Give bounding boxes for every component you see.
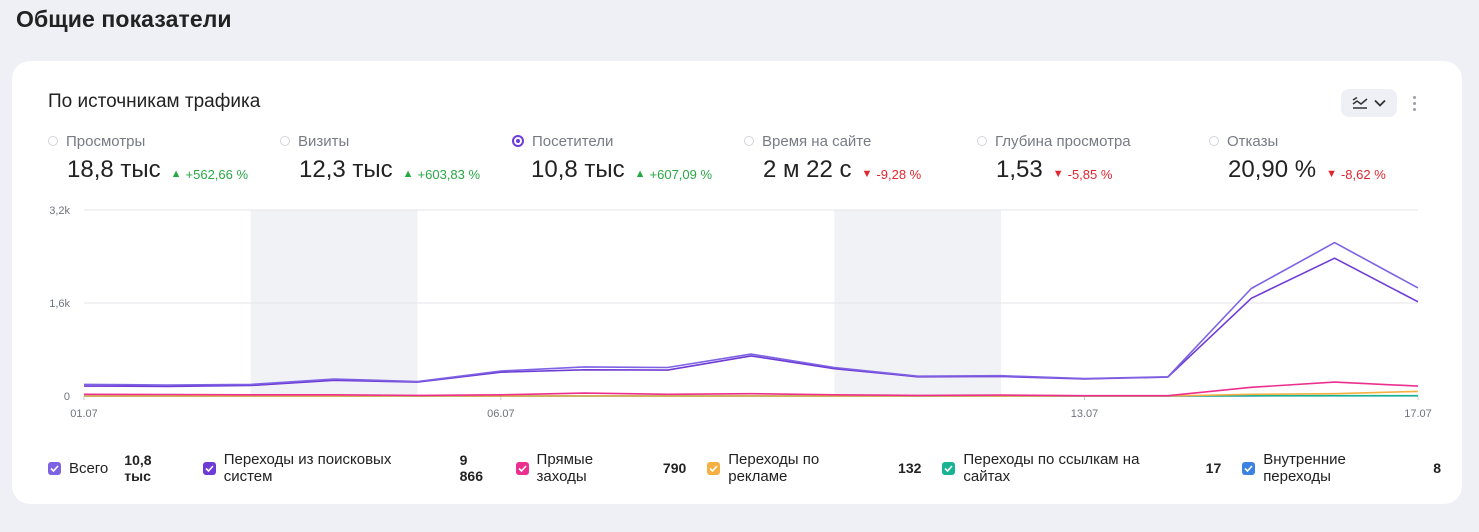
traffic-chart: 0 1,6k 3,2k 01.07 06.07 13.07 17.07 <box>49 205 1432 420</box>
checkbox-icon[interactable] <box>202 461 216 475</box>
metric-delta: ▼ -5,85 % <box>1053 167 1113 182</box>
series-line <box>83 257 1419 388</box>
chart-view-toggle[interactable] <box>1341 89 1397 117</box>
legend-item[interactable]: Переходы по рекламе 132 <box>707 451 921 485</box>
metric-delta: ▲ +562,66 % <box>171 167 248 182</box>
legend-value: 9 866 <box>459 452 483 484</box>
line-chart-icon <box>1352 96 1368 109</box>
metric-label: Глубина просмотра <box>995 132 1131 150</box>
legend-item[interactable]: Внутренние переходы 8 <box>1242 451 1441 485</box>
triangle-up-icon: ▲ <box>402 168 414 180</box>
series-line <box>83 381 1419 397</box>
metric-delta-value: +607,09 % <box>649 166 713 182</box>
x-tick-label: 13.07 <box>1071 408 1099 420</box>
x-tick-label: 06.07 <box>487 408 515 420</box>
metric-4[interactable]: Глубина просмотра 1,53 ▼ -5,85 % <box>977 132 1197 184</box>
page-title: Общие показатели <box>16 6 232 32</box>
checkbox-icon[interactable] <box>515 461 529 475</box>
metric-value: 18,8 тыс <box>67 156 161 183</box>
checkbox-icon[interactable] <box>707 461 721 475</box>
metric-label: Отказы <box>1227 132 1279 150</box>
metric-radio[interactable] <box>280 136 290 146</box>
metric-5[interactable]: Отказы 20,90 % ▼ -8,62 % <box>1209 132 1429 184</box>
metric-value: 10,8 тыс <box>531 156 625 183</box>
legend-label: Внутренние переходы <box>1263 451 1346 485</box>
checkbox-icon[interactable] <box>942 461 956 475</box>
y-tick-label: 1,6k <box>49 298 70 310</box>
metric-radio[interactable] <box>1209 136 1219 146</box>
metric-delta-value: +562,66 % <box>185 166 249 182</box>
legend-value: 132 <box>898 460 922 476</box>
triangle-down-icon: ▼ <box>861 168 873 180</box>
metric-radio[interactable] <box>512 135 524 147</box>
card-title: По источникам трафика <box>48 91 261 112</box>
triangle-up-icon: ▲ <box>634 168 646 180</box>
metric-value: 2 м 22 с <box>763 156 852 183</box>
metric-delta: ▼ -9,28 % <box>862 167 922 182</box>
metric-radio[interactable] <box>977 136 987 146</box>
x-tick-label: 17.07 <box>1404 408 1432 420</box>
triangle-down-icon: ▼ <box>1052 168 1064 180</box>
y-tick-label: 0 <box>64 391 70 403</box>
triangle-up-icon: ▲ <box>170 168 182 180</box>
series-line <box>84 390 1419 397</box>
legend-item[interactable]: Всего 10,8 тыс <box>48 452 182 484</box>
metric-delta: ▲ +607,09 % <box>635 167 712 182</box>
metric-delta-value: -8,62 % <box>1340 166 1386 182</box>
legend-value: 10,8 тыс <box>124 452 152 484</box>
legend-item[interactable]: Переходы по ссылкам на сайтах 17 <box>942 451 1221 485</box>
metric-3[interactable]: Время на сайте 2 м 22 с ▼ -9,28 % <box>744 132 964 184</box>
metric-0[interactable]: Просмотры 18,8 тыс ▲ +562,66 % <box>48 132 268 184</box>
chart-legend: Всего 10,8 тыс Переходы из поисковых систе… <box>48 451 1462 485</box>
series-line <box>83 241 1419 386</box>
metric-delta-value: +603,83 % <box>417 166 481 182</box>
chevron-down-icon <box>1374 99 1386 107</box>
checkbox-icon[interactable] <box>48 461 61 475</box>
legend-label: Прямые заходы <box>536 451 594 485</box>
legend-label: Переходы по рекламе <box>728 451 820 485</box>
metric-value: 1,53 <box>996 156 1043 183</box>
x-tick-label: 01.07 <box>70 408 98 420</box>
legend-label: Всего <box>68 459 109 477</box>
more-vertical-icon[interactable] <box>1408 91 1420 115</box>
metric-value: 20,90 % <box>1228 156 1317 183</box>
checkbox-icon[interactable] <box>1242 461 1256 475</box>
y-tick-label: 3,2k <box>49 205 70 217</box>
metric-delta-value: -9,28 % <box>876 166 922 182</box>
metric-delta: ▼ -8,62 % <box>1326 167 1386 182</box>
legend-item[interactable]: Переходы из поисковых систем 9 866 <box>202 451 495 485</box>
metric-label: Визиты <box>298 132 350 150</box>
legend-value: 8 <box>1433 460 1442 476</box>
metric-2[interactable]: Посетители 10,8 тыс ▲ +607,09 % <box>512 132 732 184</box>
legend-label: Переходы по ссылкам на сайтах <box>963 451 1140 485</box>
metric-delta: ▲ +603,83 % <box>403 167 480 182</box>
legend-value: 790 <box>662 460 687 476</box>
metric-delta-value: -5,85 % <box>1067 166 1113 182</box>
metric-label: Просмотры <box>66 132 146 150</box>
metric-label: Посетители <box>532 132 614 150</box>
legend-item[interactable]: Прямые заходы 790 <box>515 451 687 485</box>
triangle-down-icon: ▼ <box>1326 168 1337 180</box>
metric-value: 12,3 тыс <box>299 156 393 183</box>
traffic-card: По источникам трафика Просмотры 18,8 тыс ▲… <box>12 61 1462 504</box>
legend-value: 17 <box>1205 460 1222 476</box>
metric-1[interactable]: Визиты 12,3 тыс ▲ +603,83 % <box>280 132 500 184</box>
metric-radio[interactable] <box>48 136 58 146</box>
metric-radio[interactable] <box>744 136 754 146</box>
metric-label: Время на сайте <box>762 132 872 150</box>
legend-label: Переходы из поисковых систем <box>223 451 392 485</box>
